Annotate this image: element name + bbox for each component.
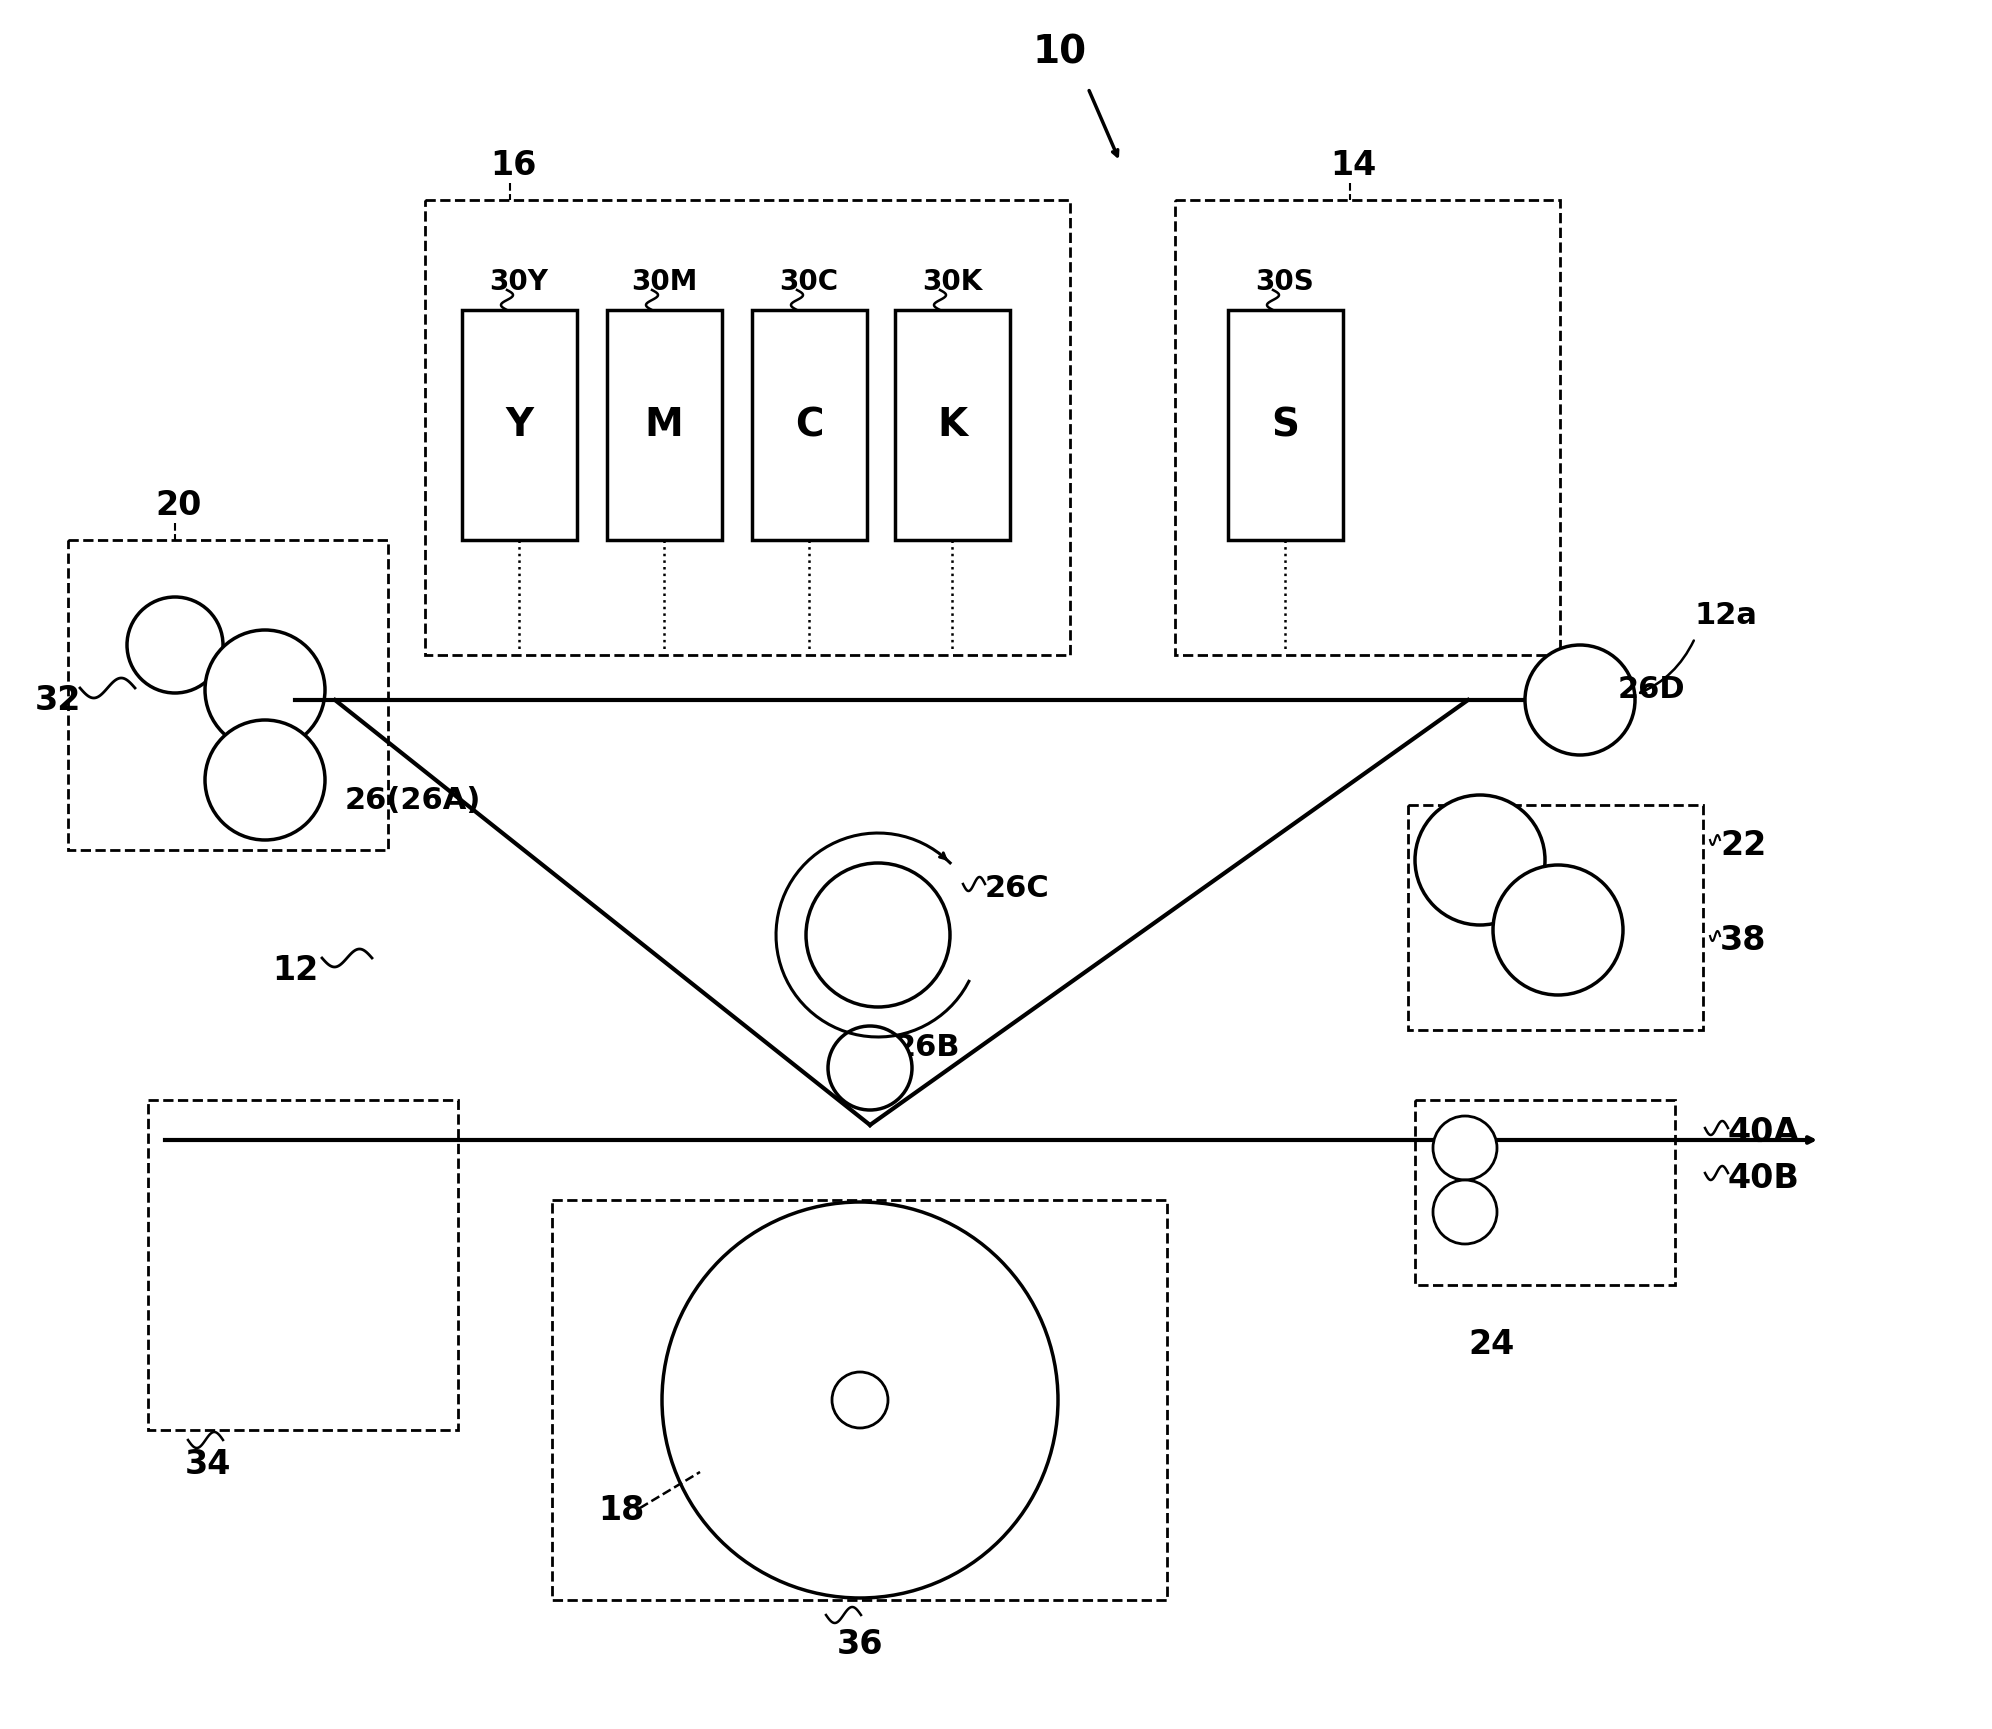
Text: 20: 20 <box>155 489 201 522</box>
Bar <box>68 539 388 851</box>
Circle shape <box>833 1373 888 1428</box>
Text: 38: 38 <box>1719 923 1767 956</box>
Text: C: C <box>795 406 823 444</box>
Circle shape <box>205 629 325 750</box>
Bar <box>552 1200 1167 1599</box>
Text: S: S <box>1271 406 1299 444</box>
Text: 24: 24 <box>1468 1328 1514 1361</box>
Text: 26C: 26C <box>984 873 1050 903</box>
Circle shape <box>1432 1179 1498 1243</box>
Text: 40A: 40A <box>1727 1117 1801 1150</box>
Text: 34: 34 <box>185 1447 231 1482</box>
Text: 26B: 26B <box>894 1034 960 1063</box>
Circle shape <box>1414 795 1546 925</box>
Circle shape <box>661 1202 1058 1598</box>
Text: 30C: 30C <box>779 268 839 296</box>
Bar <box>753 309 867 539</box>
Text: 40B: 40B <box>1727 1162 1801 1195</box>
Text: 12: 12 <box>271 953 319 987</box>
Text: 32: 32 <box>36 683 82 716</box>
Circle shape <box>205 719 325 840</box>
Bar <box>462 309 578 539</box>
Bar <box>1414 1100 1675 1285</box>
Circle shape <box>829 1025 912 1110</box>
Bar <box>894 309 1010 539</box>
Circle shape <box>807 863 950 1006</box>
Text: 26(26A): 26(26A) <box>345 785 482 814</box>
Bar <box>608 309 721 539</box>
Circle shape <box>1526 645 1635 756</box>
Bar <box>147 1100 458 1430</box>
Text: 30S: 30S <box>1255 268 1315 296</box>
Text: M: M <box>645 406 683 444</box>
Text: 22: 22 <box>1719 828 1767 861</box>
Text: 18: 18 <box>598 1494 643 1527</box>
Bar <box>1227 309 1343 539</box>
Text: K: K <box>936 406 966 444</box>
Text: 26D: 26D <box>1618 676 1685 704</box>
Text: 36: 36 <box>837 1629 882 1662</box>
Bar <box>1175 201 1560 655</box>
Text: 30M: 30M <box>631 268 697 296</box>
Bar <box>424 201 1070 655</box>
Text: 10: 10 <box>1034 33 1088 71</box>
Text: 30K: 30K <box>922 268 982 296</box>
Circle shape <box>1432 1115 1498 1179</box>
Circle shape <box>1492 864 1623 994</box>
Text: 30Y: 30Y <box>490 268 548 296</box>
Circle shape <box>127 597 223 693</box>
Text: Y: Y <box>506 406 534 444</box>
Bar <box>1408 806 1703 1030</box>
Text: 16: 16 <box>490 149 536 182</box>
Text: 12a: 12a <box>1695 600 1757 629</box>
Text: 14: 14 <box>1331 149 1376 182</box>
